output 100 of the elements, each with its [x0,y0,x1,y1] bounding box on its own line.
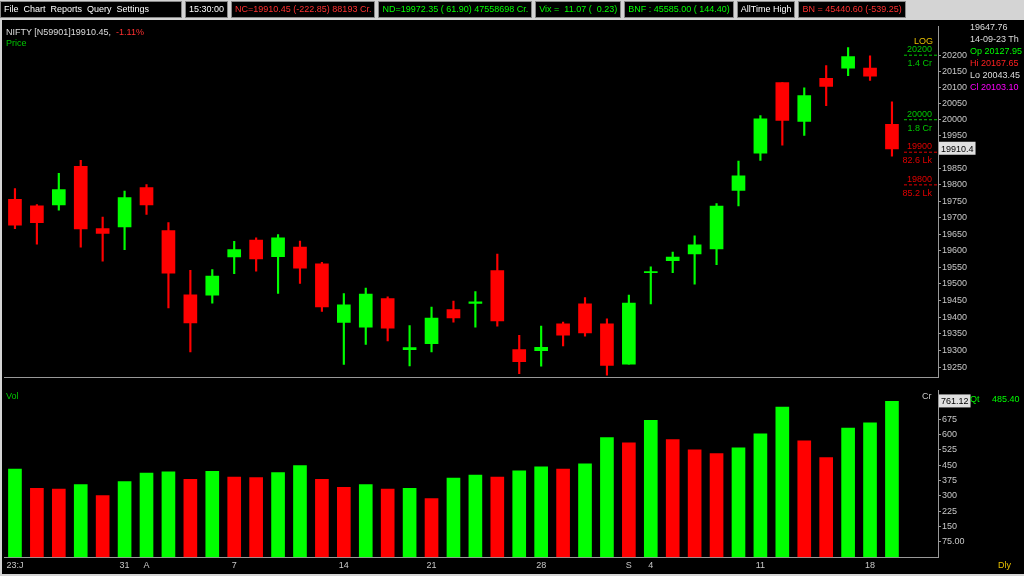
text: Cr [922,391,932,403]
bar [249,477,263,558]
text: 15:30:00 [185,1,229,18]
y-tick-label: 19600 [942,245,968,256]
x-tick-label: 14 [338,560,349,571]
text: BNF : 45585.00 ( 144.40) [624,1,734,18]
ref-line-label: 19900 82.6 Lk [902,141,933,166]
bar [293,465,307,558]
bar [205,470,220,558]
bar [819,457,834,558]
y-tick-label: 20200 [942,49,968,60]
bar [622,442,636,558]
y-tick-label: 19800 [942,179,968,190]
bar [534,466,548,558]
y-tick-label: 19550 [942,261,968,272]
text: Hi 20167.65 [970,58,1019,69]
text: Qt 485.40 [970,394,1020,405]
bar [687,449,702,558]
bar [600,437,614,558]
bar [227,476,242,558]
text: LOG [914,36,934,47]
bar [490,476,505,558]
bar [73,484,88,558]
bar [424,498,439,558]
text: Vix = 11.07 ( 0.23) [535,1,622,18]
bar [402,488,417,558]
x-tick-label: 11 [755,560,766,571]
bar [731,447,746,558]
bar [95,495,110,558]
x-tick-label: 21 [426,560,437,571]
x-tick-label: 23:J [6,560,24,571]
y-tick-label: 19850 [942,163,968,174]
y-tick-label: 19950 [942,130,968,141]
y-tick-label: 19350 [942,328,968,339]
x-tick-label: 4 [648,560,654,571]
bar [446,477,461,558]
y-tick-label: 19700 [942,212,968,223]
chart-subtitle: -1.11% [116,27,144,38]
y-tick-label: 150 [942,520,958,531]
x-tick-label: 28 [536,560,547,571]
y-tick-label: 19650 [942,228,968,239]
text: 761.12 [941,396,969,407]
text: File Chart Reports Query Settings [0,1,182,18]
bar [709,453,724,558]
y-tick-label: 225 [942,505,958,516]
text: NC=19910.45 (-222.85) 88193 Cr. [231,1,376,18]
x-tick-label: 7 [231,560,237,571]
text: Op 20127.95 [970,46,1023,57]
bar [512,470,527,558]
y-tick-label: 375 [942,474,958,485]
y-tick-label: 450 [942,459,958,470]
bar [468,474,483,558]
text: Dly [998,560,1011,571]
y-tick-label: 20100 [942,81,968,92]
text: BN = 45440.60 (-539.25) [798,1,906,18]
y-tick-label: 75.00 [942,536,965,547]
bar [161,471,176,558]
bar [380,488,395,558]
text: Cl 20103.10 [970,82,1019,93]
y-tick-label: 20050 [942,98,968,109]
bar [753,433,768,558]
text: 14-09-23 Th [970,34,1019,45]
x-tick-label: 18 [865,560,876,571]
y-tick-label: 600 [942,428,958,439]
y-axis-title: Vol [6,391,19,402]
bar [643,419,658,558]
y-tick-label: 300 [942,490,958,501]
bar [183,479,198,558]
bar [30,488,44,558]
bar [271,472,285,558]
bar [863,422,877,558]
y-tick-label: 19500 [942,278,968,289]
bar [885,401,899,558]
bar [841,427,855,558]
x-tick-label: S [625,560,632,571]
ref-line-label: 20000 1.8 Cr [906,108,932,133]
chart-title: NIFTY [N59901]19910.45, [6,27,111,38]
bar [139,472,154,558]
bar [578,463,592,558]
text: AllTime High [736,1,796,18]
y-tick-label: 19450 [942,294,968,305]
text: Lo 20043.45 [970,70,1021,81]
bar [8,468,22,558]
y-tick-label: 525 [942,444,958,455]
bar [315,479,329,558]
y-tick-label: 19250 [942,361,968,372]
text: ND=19972.35 ( 61.90) 47558698 Cr. [378,1,533,18]
bar [797,440,812,558]
bar [556,468,570,558]
ref-line-label: 19800 85.2 Lk [902,173,933,198]
text: 19910.4 [941,143,974,154]
bar [337,487,351,558]
bar [358,484,373,558]
y-axis-title: Price [6,38,27,49]
text: 19647.76 [970,22,1008,33]
y-tick-label: 19750 [942,195,968,206]
y-tick-label: 19300 [942,345,968,356]
y-tick-label: 20150 [942,65,968,76]
bar [775,406,790,558]
ref-line-label: 20200 1.4 Cr [906,44,932,69]
